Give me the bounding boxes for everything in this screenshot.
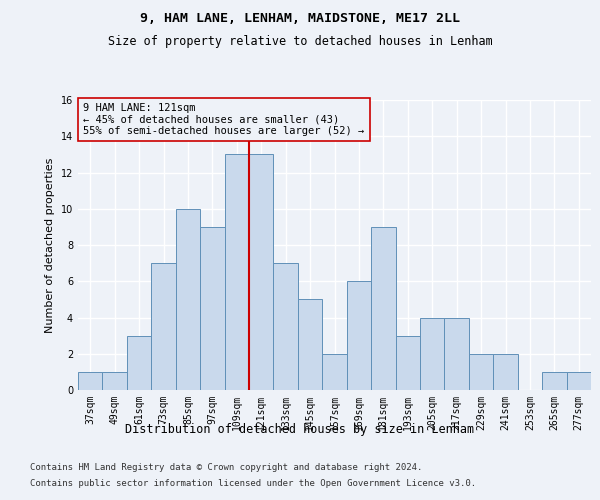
Bar xyxy=(469,354,493,390)
Bar xyxy=(103,372,127,390)
Bar xyxy=(224,154,249,390)
Text: Distribution of detached houses by size in Lenham: Distribution of detached houses by size … xyxy=(125,422,475,436)
Text: Contains HM Land Registry data © Crown copyright and database right 2024.: Contains HM Land Registry data © Crown c… xyxy=(30,462,422,471)
Bar xyxy=(445,318,469,390)
Y-axis label: Number of detached properties: Number of detached properties xyxy=(45,158,55,332)
Text: Contains public sector information licensed under the Open Government Licence v3: Contains public sector information licen… xyxy=(30,479,476,488)
Text: 9, HAM LANE, LENHAM, MAIDSTONE, ME17 2LL: 9, HAM LANE, LENHAM, MAIDSTONE, ME17 2LL xyxy=(140,12,460,26)
Bar xyxy=(249,154,274,390)
Bar xyxy=(420,318,445,390)
Bar xyxy=(566,372,591,390)
Text: 9 HAM LANE: 121sqm
← 45% of detached houses are smaller (43)
55% of semi-detache: 9 HAM LANE: 121sqm ← 45% of detached hou… xyxy=(83,103,364,136)
Bar xyxy=(395,336,420,390)
Bar xyxy=(176,209,200,390)
Bar xyxy=(274,263,298,390)
Bar xyxy=(151,263,176,390)
Bar xyxy=(347,281,371,390)
Bar xyxy=(298,300,322,390)
Bar xyxy=(493,354,518,390)
Bar xyxy=(200,227,224,390)
Bar xyxy=(78,372,103,390)
Bar xyxy=(371,227,395,390)
Text: Size of property relative to detached houses in Lenham: Size of property relative to detached ho… xyxy=(107,35,493,48)
Bar xyxy=(127,336,151,390)
Bar xyxy=(542,372,566,390)
Bar xyxy=(322,354,347,390)
